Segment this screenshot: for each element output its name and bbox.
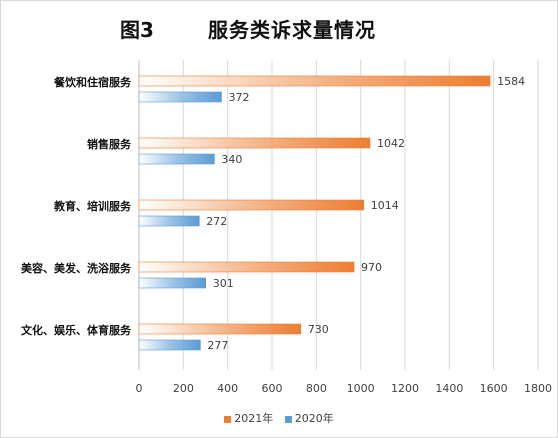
data-label-2021-3: 970 [361, 261, 382, 274]
x-tick-label-0: 0 [136, 382, 143, 395]
legend-swatch-2020 [284, 415, 292, 423]
x-tick-label-7: 1400 [435, 382, 463, 395]
x-tick-label-8: 1600 [480, 382, 508, 395]
x-tick-label-1: 200 [173, 382, 194, 395]
data-label-2021-0: 1584 [497, 75, 525, 88]
bar-2020-0 [138, 91, 222, 103]
data-label-2020-1: 340 [221, 153, 242, 166]
category-label-3: 美容、美发、洗浴服务 [21, 261, 132, 275]
x-tick-label-4: 800 [306, 382, 327, 395]
chart-title: 服务类诉求量情况 [208, 18, 376, 42]
legend-swatch-2021 [224, 415, 232, 423]
data-label-2020-0: 372 [228, 91, 249, 104]
bar-2020-3 [138, 277, 207, 289]
data-label-2020-3: 301 [213, 277, 234, 290]
data-label-2021-4: 730 [308, 323, 329, 336]
bar-2020-4 [138, 339, 201, 351]
bar-2021-1 [138, 137, 371, 149]
bar-2020-2 [138, 215, 200, 227]
data-label-2020-4: 277 [207, 339, 228, 352]
category-label-1: 销售服务 [87, 137, 132, 151]
bar-2021-2 [138, 199, 365, 211]
legend-item-2021: 2021年 [224, 410, 273, 426]
bar-2020-1 [138, 153, 215, 165]
x-tick-label-9: 1800 [524, 382, 552, 395]
bar-2021-0 [138, 75, 491, 87]
legend-label-2020: 2020年 [294, 412, 334, 425]
legend: 2021年 2020年 [0, 410, 558, 426]
x-tick-label-6: 1200 [391, 382, 419, 395]
category-label-0: 餐饮和住宿服务 [53, 75, 132, 89]
category-label-2: 教育、培训服务 [53, 199, 132, 213]
bar-2021-3 [138, 261, 355, 273]
x-tick-label-2: 400 [217, 382, 238, 395]
chart-title-area: 图3 服务类诉求量情况 [0, 10, 558, 44]
legend-item-2020: 2020年 [284, 410, 334, 426]
category-label-4: 文化、娱乐、体育服务 [21, 323, 132, 337]
x-tick-label-5: 1000 [347, 382, 375, 395]
legend-label-2021: 2021年 [234, 412, 274, 425]
x-tick-label-3: 600 [262, 382, 283, 395]
data-label-2021-2: 1014 [371, 199, 399, 212]
figure-label: 图3 [120, 18, 154, 42]
bar-2021-4 [138, 323, 302, 335]
data-label-2021-1: 1042 [377, 137, 405, 150]
data-label-2020-2: 272 [206, 215, 227, 228]
